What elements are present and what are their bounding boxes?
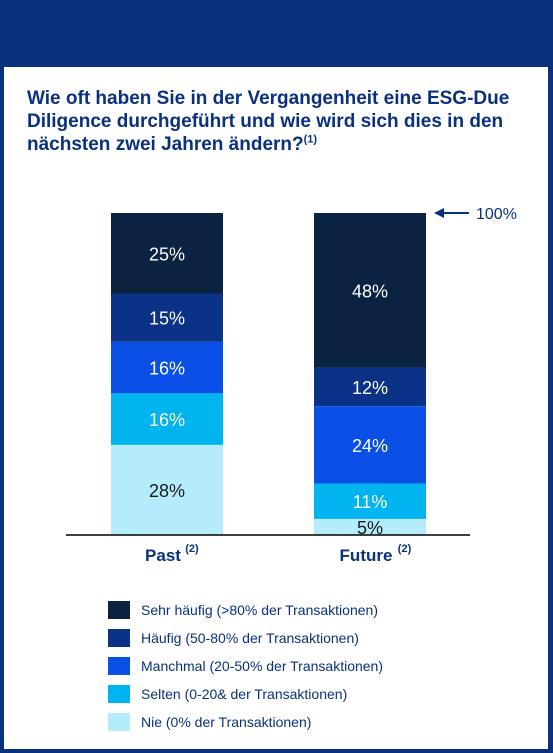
bar-segment-future-4 bbox=[314, 213, 426, 368]
data-label-future-1: 11% bbox=[353, 492, 388, 512]
title-footnote: (1) bbox=[303, 133, 318, 146]
legend-swatch bbox=[108, 629, 130, 647]
stacked-bar-chart: 28% 16% 16% 15% 25% Past (2) 5% 11% 24% 12% 48% Futu… bbox=[66, 206, 517, 565]
chart-legend: Sehr häufig (>80% der Transaktionen) Häuf… bbox=[108, 596, 383, 736]
legend-item: Manchmal (20-50% der Transaktionen) bbox=[108, 652, 383, 680]
legend-label: Selten (0-20& der Transaktionen) bbox=[141, 686, 348, 702]
bar-segment-future-1 bbox=[314, 483, 426, 519]
legend-label: Nie (0% der Transaktionen) bbox=[141, 714, 312, 730]
legend-label: Manchmal (20-50% der Transaktionen) bbox=[141, 658, 384, 674]
legend-item: Selten (0-20& der Transaktionen) bbox=[108, 680, 383, 708]
bar-segment-past-3 bbox=[111, 293, 223, 342]
legend-swatch bbox=[108, 713, 130, 731]
category-footnote-past: (2) bbox=[185, 543, 199, 555]
bar-segment-future-3 bbox=[314, 367, 426, 407]
data-label-future-3: 12% bbox=[352, 378, 388, 398]
data-label-future-2: 24% bbox=[352, 436, 388, 456]
data-label-past-3: 15% bbox=[149, 309, 185, 329]
legend-label: Häufig (50-80% der Transaktionen) bbox=[141, 630, 359, 646]
bar-segment-future-0 bbox=[314, 518, 426, 535]
bar-segment-past-4 bbox=[111, 213, 223, 294]
legend-swatch bbox=[108, 657, 130, 675]
bar-segment-past-0 bbox=[111, 444, 223, 535]
data-label-past-2: 16% bbox=[149, 359, 185, 379]
chart-title-text: Wie oft haben Sie in der Vergangenheit e… bbox=[27, 88, 510, 155]
category-footnote-future: (2) bbox=[398, 543, 412, 555]
category-label-past: Past bbox=[145, 546, 181, 565]
chart-title: Wie oft haben Sie in der Vergangenheit e… bbox=[27, 87, 537, 156]
total-annotation: 100% bbox=[476, 206, 517, 223]
legend-item: Sehr häufig (>80% der Transaktionen) bbox=[108, 596, 383, 624]
bar-segment-past-2 bbox=[111, 341, 223, 394]
legend-swatch bbox=[108, 601, 130, 619]
data-label-past-4: 25% bbox=[149, 244, 185, 264]
data-label-future-4: 48% bbox=[352, 281, 388, 301]
total-arrow-icon bbox=[434, 208, 444, 218]
category-label-future: Future bbox=[340, 546, 393, 565]
legend-label: Sehr häufig (>80% der Transaktionen) bbox=[141, 602, 378, 618]
content-panel bbox=[4, 67, 548, 749]
legend-swatch bbox=[108, 685, 130, 703]
data-label-future-0: 5% bbox=[357, 518, 383, 538]
legend-item: Häufig (50-80% der Transaktionen) bbox=[108, 624, 383, 652]
legend-item: Nie (0% der Transaktionen) bbox=[108, 708, 383, 736]
data-label-past-0: 28% bbox=[149, 481, 185, 501]
bar-segment-past-1 bbox=[111, 393, 223, 445]
bar-segment-future-2 bbox=[314, 406, 426, 484]
data-label-past-1: 16% bbox=[149, 410, 185, 430]
